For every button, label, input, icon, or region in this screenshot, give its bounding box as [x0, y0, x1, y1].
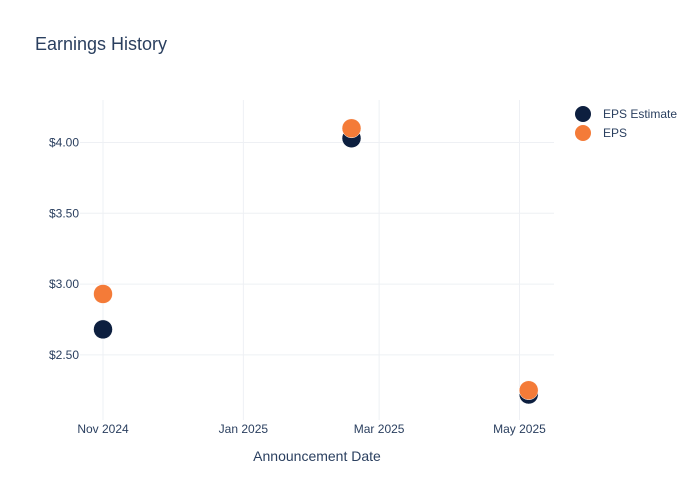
y-tick-label: $2.50: [49, 348, 79, 362]
eps-estimate-point[interactable]: [93, 319, 113, 340]
eps-point[interactable]: [93, 284, 113, 304]
legend-label-eps-estimate[interactable]: EPS Estimate: [603, 107, 677, 121]
legend-label-eps[interactable]: EPS: [603, 126, 627, 140]
x-axis-title: Announcement Date: [253, 448, 381, 464]
y-tick-label: $3.00: [49, 277, 79, 291]
legend-marker-eps-estimate[interactable]: [575, 106, 591, 122]
axis-layer: Nov 2024 Jan 2025 Mar 2025 May 2025 $2.50 $3.…: [49, 135, 546, 436]
chart-title: Earnings History: [35, 34, 167, 54]
legend: EPS Estimate EPS: [575, 106, 677, 141]
y-tick-label: $4.00: [49, 135, 79, 149]
marks-layer: [93, 118, 539, 405]
legend-marker-eps[interactable]: [575, 125, 591, 141]
eps-point[interactable]: [518, 380, 539, 401]
x-tick-label: Mar 2025: [354, 422, 405, 436]
x-tick-label: Nov 2024: [77, 422, 129, 436]
grid-layer: [80, 100, 554, 420]
eps-point[interactable]: [341, 118, 362, 139]
x-tick-label: May 2025: [493, 422, 546, 436]
x-tick-label: Jan 2025: [219, 422, 269, 436]
y-tick-label: $3.50: [49, 206, 79, 220]
